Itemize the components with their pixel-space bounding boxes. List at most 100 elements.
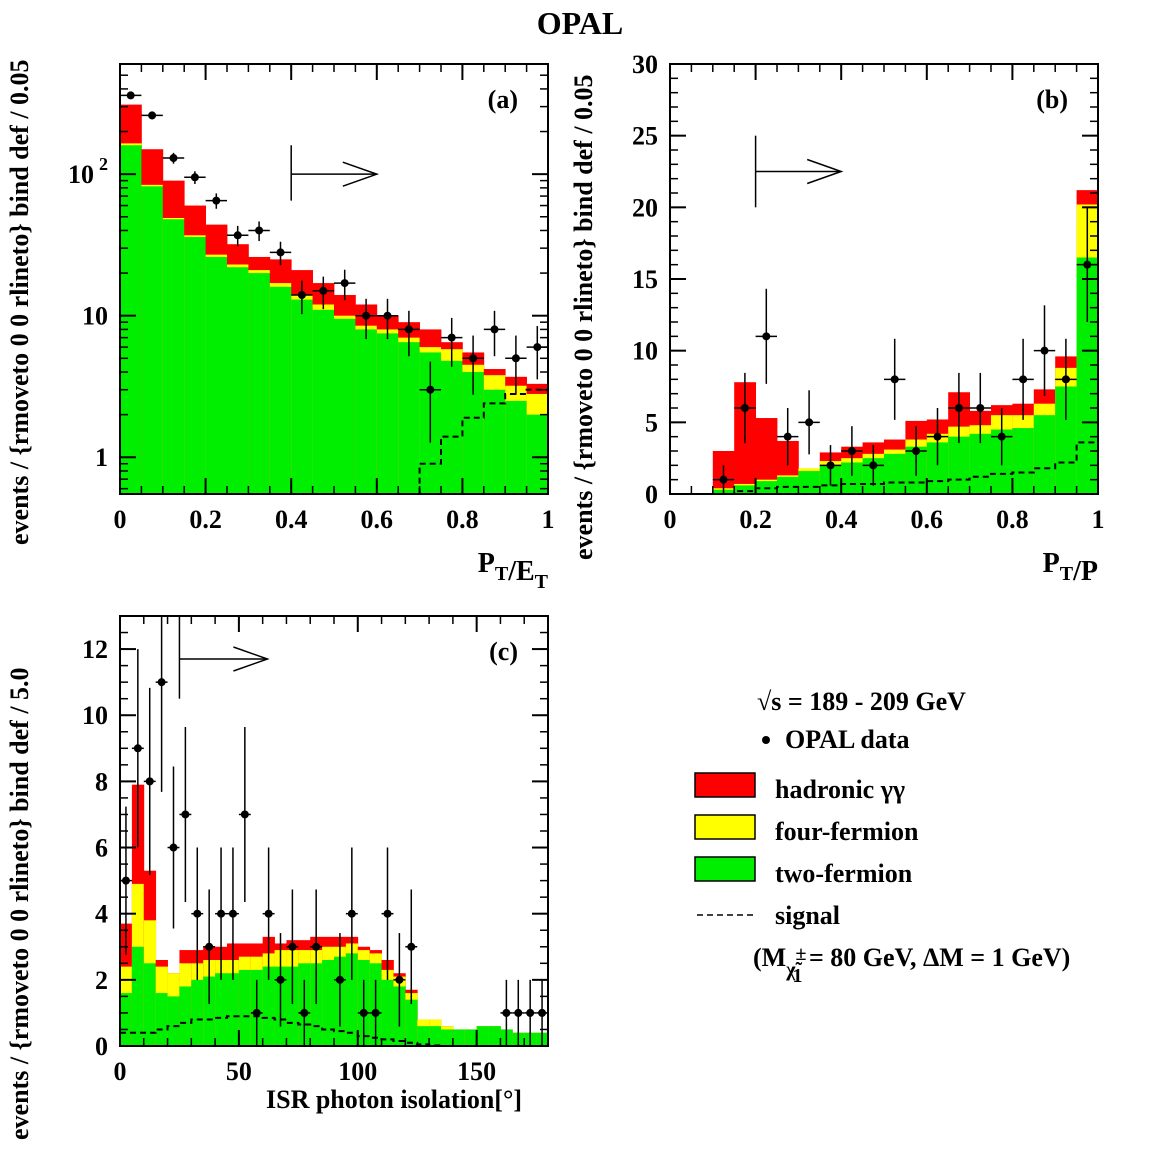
data-point bbox=[407, 942, 416, 951]
y-axis-label: events / {rmoveto 0 0 rlineto} bind def … bbox=[5, 59, 34, 545]
data-point bbox=[169, 843, 178, 852]
data-point bbox=[514, 1008, 523, 1017]
two-fermion-bar bbox=[1012, 428, 1035, 494]
legend-item-label: four-fermion bbox=[775, 817, 919, 846]
y-tick-label: 5 bbox=[645, 408, 658, 437]
data-point bbox=[526, 1008, 535, 1017]
two-fermion-bar bbox=[398, 342, 420, 494]
x-tick-label: 0.8 bbox=[446, 505, 479, 534]
data-point bbox=[783, 432, 792, 441]
two-fermion-bar bbox=[1033, 415, 1056, 494]
legend-signal-params: (Mχ̃± 1 = 80 GeV, ΔM = 1 GeV) bbox=[753, 943, 1070, 987]
two-fermion-bar bbox=[381, 979, 394, 1046]
data-point bbox=[469, 354, 478, 363]
panel-label: (b) bbox=[1036, 85, 1068, 114]
y-tick-label: 30 bbox=[632, 50, 658, 79]
data-point bbox=[205, 942, 214, 951]
data-point bbox=[371, 1008, 380, 1017]
two-fermion-bar bbox=[429, 1026, 442, 1046]
legend-swatch bbox=[694, 772, 756, 798]
data-point bbox=[826, 461, 835, 470]
data-point bbox=[805, 418, 814, 427]
two-fermion-bar bbox=[505, 400, 527, 494]
two-fermion-bar bbox=[155, 993, 168, 1046]
two-fermion-bar bbox=[969, 433, 992, 494]
data-point bbox=[719, 475, 728, 484]
data-point bbox=[276, 975, 285, 984]
data-point bbox=[276, 248, 285, 257]
data-point bbox=[297, 291, 306, 300]
data-point bbox=[133, 744, 142, 753]
x-tick-label: 0.8 bbox=[996, 505, 1029, 534]
two-fermion-bar bbox=[355, 329, 378, 494]
data-point bbox=[212, 196, 221, 205]
two-fermion-bar bbox=[884, 453, 906, 494]
data-point bbox=[912, 447, 921, 455]
y-tick-label: 10 bbox=[82, 302, 108, 331]
plot-area bbox=[120, 616, 548, 1046]
two-fermion-bar bbox=[734, 485, 756, 494]
cut-arrow-head bbox=[342, 161, 380, 187]
y-tick-label: 0 bbox=[95, 1032, 108, 1061]
two-fermion-bar bbox=[167, 996, 180, 1046]
two-fermion-bar bbox=[262, 966, 275, 1046]
data-point bbox=[233, 231, 242, 240]
x-axis-label: ISR photon isolation[°] bbox=[266, 1085, 522, 1114]
data-point bbox=[447, 333, 456, 342]
panel-b: 0 0.2 0.4 0.6 0.8 1051015202530(b)PT/Pevents … bbox=[569, 50, 1105, 587]
data-point bbox=[145, 777, 154, 786]
two-fermion-bar bbox=[215, 973, 228, 1046]
x-label-sub: T bbox=[1060, 563, 1074, 585]
y-tick-label: 15 bbox=[632, 265, 658, 294]
x-tick-label: 1 bbox=[1092, 505, 1105, 534]
two-fermion-bar bbox=[143, 963, 157, 1046]
hadronic-bar bbox=[755, 418, 778, 494]
y-tick-exponent: 2 bbox=[99, 154, 108, 174]
data-point bbox=[335, 975, 344, 984]
data-point bbox=[1061, 375, 1070, 384]
two-fermion-bar bbox=[334, 318, 356, 494]
two-fermion-bar bbox=[417, 1026, 430, 1046]
x-label-part: /E bbox=[507, 556, 534, 587]
two-fermion-bar bbox=[286, 966, 299, 1046]
data-point bbox=[169, 154, 178, 163]
two-fermion-bar bbox=[441, 1029, 454, 1046]
data-point bbox=[312, 942, 321, 951]
two-fermion-bar bbox=[120, 993, 133, 1046]
x-tick-label: 0.4 bbox=[825, 505, 858, 534]
data-point bbox=[869, 461, 878, 470]
legend-item-label: two-fermion bbox=[775, 859, 913, 888]
data-point bbox=[255, 226, 264, 235]
two-fermion-bar bbox=[483, 389, 506, 494]
two-fermion-bar bbox=[227, 267, 249, 494]
data-point bbox=[404, 325, 413, 334]
two-fermion-bar bbox=[441, 360, 463, 494]
x-label-sub: T bbox=[535, 571, 549, 593]
data-point bbox=[126, 91, 135, 100]
two-fermion-bar bbox=[462, 372, 485, 494]
two-fermion-bar bbox=[841, 462, 863, 494]
data-point bbox=[954, 404, 963, 412]
legend: √s = 189 - 209 GeV OPAL data hadronic γγ fo… bbox=[694, 687, 1070, 987]
data-point bbox=[288, 942, 297, 951]
data-point bbox=[264, 909, 273, 918]
data-point bbox=[148, 111, 157, 120]
x-axis-label: PT/P bbox=[1043, 548, 1098, 587]
data-point bbox=[300, 1008, 309, 1017]
x-tick-label: 100 bbox=[338, 1057, 377, 1086]
two-fermion-bar bbox=[141, 186, 164, 494]
two-fermion-bar bbox=[238, 969, 252, 1046]
data-point bbox=[395, 975, 404, 984]
data-point bbox=[181, 810, 190, 819]
two-fermion-bar bbox=[203, 976, 216, 1046]
legend-item-label: hadronic γγ bbox=[775, 775, 905, 804]
two-fermion-bar bbox=[312, 309, 335, 494]
y-tick-label: 4 bbox=[95, 900, 108, 929]
page-title: OPAL bbox=[537, 5, 624, 41]
two-fermion-bar bbox=[798, 471, 821, 494]
y-tick-label: 6 bbox=[95, 834, 108, 863]
y-tick-label: 10 bbox=[632, 337, 658, 366]
two-fermion-bar bbox=[452, 1029, 466, 1046]
signal-line bbox=[120, 1015, 548, 1046]
